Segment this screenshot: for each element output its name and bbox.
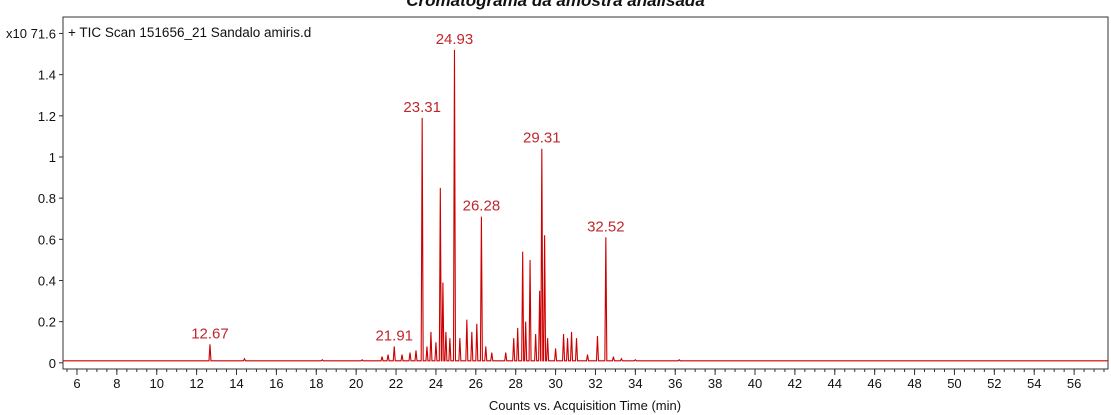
x-tick-label: 14: [229, 376, 243, 391]
plot-area: [62, 16, 1109, 370]
peak-label: 12.67: [191, 325, 229, 342]
y-tick-label: 1.2: [38, 109, 56, 124]
y-tick-label: 0.6: [38, 232, 56, 247]
x-tick-label: 46: [867, 376, 881, 391]
x-tick-label: 20: [349, 376, 363, 391]
x-tick-label: 54: [1027, 376, 1041, 391]
y-tick-label: 0: [49, 356, 56, 371]
x-tick-label: 34: [628, 376, 642, 391]
x-tick-label: 56: [1067, 376, 1081, 391]
peak-label: 23.31: [403, 99, 441, 116]
x-tick-label: 26: [469, 376, 483, 391]
x-axis: 6 8 10 12 14 16 18 20 22 24 26 28 30 32 34 36 38 40 42 44 46…: [66, 369, 1105, 391]
y-tick-label: 0.4: [38, 273, 56, 288]
x-tick-label: 16: [269, 376, 283, 391]
x-axis-label: Counts vs. Acquisition Time (min): [489, 398, 681, 413]
y-tick-label: 1.4: [38, 68, 56, 83]
x-tick-label: 52: [987, 376, 1001, 391]
y-multiplier-label: x10 7: [6, 26, 38, 41]
chart-title: Cromatograma da amostra analisada: [406, 0, 705, 10]
y-axis: 0 0.2 0.4 0.6 0.8 1 1.2 1.4 1.6: [38, 26, 63, 371]
x-tick-label: 18: [309, 376, 323, 391]
x-tick-label: 10: [149, 376, 163, 391]
x-tick-label: 22: [389, 376, 403, 391]
x-tick-label: 6: [73, 376, 80, 391]
peak-label: 32.52: [587, 218, 625, 235]
y-tick-label: 0.8: [38, 191, 56, 206]
x-tick-label: 32: [588, 376, 602, 391]
x-tick-label: 40: [748, 376, 762, 391]
x-tick-label: 42: [788, 376, 802, 391]
peak-labels: 12.67 21.91 23.31 24.93 26.28 29.31 32.52: [191, 31, 624, 344]
x-tick-label: 8: [113, 376, 120, 391]
peak-label: 24.93: [436, 31, 474, 48]
y-tick-label: 1.6: [38, 26, 56, 41]
trace-label: + TIC Scan 151656_21 Sandalo amiris.d: [68, 25, 311, 40]
x-tick-label: 44: [828, 376, 842, 391]
x-tick-label: 50: [947, 376, 961, 391]
peak-label: 26.28: [463, 198, 501, 215]
x-tick-label: 28: [508, 376, 522, 391]
x-tick-label: 30: [548, 376, 562, 391]
peak-label: 21.91: [375, 327, 413, 344]
x-tick-label: 48: [907, 376, 921, 391]
tic-trace-line: [63, 49, 1108, 362]
x-tick-label: 36: [668, 376, 682, 391]
y-tick-label: 0.2: [38, 315, 56, 330]
x-tick-label: 24: [429, 376, 443, 391]
x-tick-label: 38: [708, 376, 722, 391]
y-tick-label: 1: [49, 150, 56, 165]
x-tick-label: 12: [189, 376, 203, 391]
peak-label: 29.31: [523, 130, 561, 147]
